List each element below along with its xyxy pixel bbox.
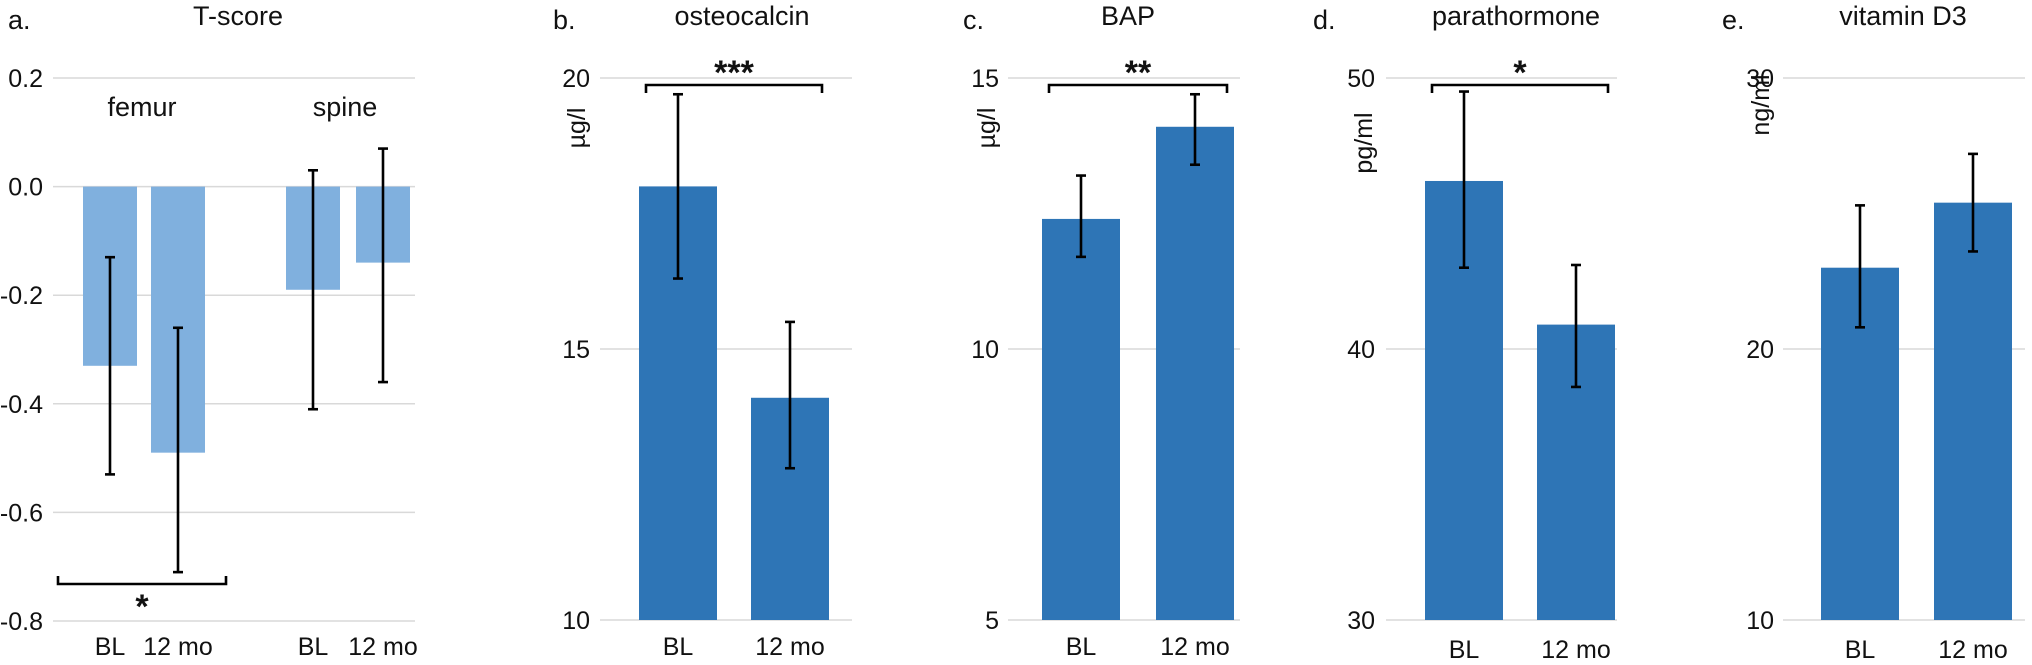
panel-a-ytick-label: -0.6: [0, 499, 43, 527]
panel-a-title: T-score: [193, 1, 283, 31]
panel-a-ytick-label: 0.2: [8, 65, 43, 93]
panel-b-letter: b.: [553, 5, 576, 35]
panel-c-ytick-label: 5: [985, 607, 999, 635]
panel-e-category-label: 12 mo: [1938, 636, 2007, 664]
panel-e-plot: 30 20 10 BL 12 mo: [1746, 65, 2025, 664]
panel-e-ytick-label: 20: [1746, 336, 1774, 364]
panel-a: a. T-score 0.2 0.0 -0.2 -0.4 -0.6 -0.8 BL 12 mo…: [0, 1, 418, 661]
panel-d-letter: d.: [1313, 5, 1336, 35]
panel-b-title: osteocalcin: [674, 1, 809, 31]
panel-c-plot: 15 10 5 BL 12 mo **: [971, 54, 1240, 661]
panel-d-plot: 50 40 30 BL 12 mo *: [1347, 54, 1617, 664]
panel-a-ytick-label: -0.2: [0, 282, 43, 310]
panel-c-letter: c.: [963, 5, 984, 35]
panel-e-category-label: BL: [1845, 636, 1876, 664]
panel-c: c. BAP µg/l 15 10 5 BL 12 mo **: [963, 1, 1240, 661]
panel-b-category-label: BL: [663, 633, 694, 661]
panel-c-ytick-label: 10: [971, 336, 999, 364]
panel-d-significance-label: *: [1513, 54, 1527, 92]
panel-a-ytick-label: -0.4: [0, 391, 43, 419]
panel-b-significance-label: ***: [714, 54, 754, 92]
panel-c-ylabel: µg/l: [973, 108, 1001, 149]
panel-d: d. parathormone pg/ml 50 40 30 BL 12 mo *: [1313, 1, 1617, 664]
panel-e-bar: [1934, 202, 2012, 620]
panel-c-bar: [1156, 126, 1234, 620]
panel-d-ylabel: pg/ml: [1350, 112, 1378, 173]
panel-e-ytick-label: 10: [1746, 607, 1774, 635]
panel-b-significance-bracket: [644, 83, 824, 93]
panel-c-significance-bracket: [1047, 83, 1229, 93]
panel-d-category-label: BL: [1449, 636, 1480, 664]
panel-b-ylabel: µg/l: [563, 108, 591, 149]
panel-c-title: BAP: [1101, 1, 1155, 31]
panel-d-ytick-label: 50: [1347, 65, 1375, 93]
panel-a-plot: 0.2 0.0 -0.2 -0.4 -0.6 -0.8 BL 12 mo BL 12 mo *: [0, 65, 418, 661]
panel-a-category-label: BL: [95, 633, 126, 661]
panel-a-significance-bracket: [56, 576, 228, 586]
panel-a-ytick-label: 0.0: [8, 174, 43, 202]
panel-c-ytick-label: 15: [971, 65, 999, 93]
panel-a-category-label: 12 mo: [348, 633, 417, 661]
panel-e-letter: e.: [1722, 5, 1745, 35]
panel-b-category-label: 12 mo: [755, 633, 824, 661]
group-label-femur: femur: [107, 92, 176, 122]
panel-a-ytick-label: -0.8: [0, 608, 43, 636]
panel-e-title: vitamin D3: [1839, 1, 1967, 31]
panel-d-ytick-label: 40: [1347, 336, 1375, 364]
panel-a-category-label: BL: [298, 633, 329, 661]
panel-b-plot: 20 15 10 BL 12 mo ***: [562, 54, 852, 661]
panel-d-category-label: 12 mo: [1541, 636, 1610, 664]
panel-b-ytick-label: 10: [562, 607, 590, 635]
panel-a-category-label: 12 mo: [143, 633, 212, 661]
panel-e-ylabel: ng/ml: [1747, 74, 1775, 135]
panel-c-category-label: 12 mo: [1160, 633, 1229, 661]
panel-e-ytick-label: 30: [1746, 65, 1774, 93]
panel-d-title: parathormone: [1432, 1, 1600, 31]
group-label-spine: spine: [313, 92, 378, 122]
panel-d-significance-bracket: [1430, 83, 1610, 93]
panel-a-significance-label: *: [135, 588, 149, 626]
panel-c-category-label: BL: [1066, 633, 1097, 661]
panel-a-letter: a.: [8, 5, 31, 35]
panel-e: e. vitamin D3 ng/ml 30 20 10 BL 12 mo: [1722, 1, 2025, 664]
panel-b: b. osteocalcin µg/l 20 15 10 BL 12 mo ***: [553, 1, 852, 661]
panel-c-significance-label: **: [1125, 54, 1152, 92]
panel-b-ytick-label: 20: [562, 65, 590, 93]
panel-b-ytick-label: 15: [562, 336, 590, 364]
panel-c-bar: [1042, 218, 1120, 621]
panel-d-ytick-label: 30: [1347, 607, 1375, 635]
